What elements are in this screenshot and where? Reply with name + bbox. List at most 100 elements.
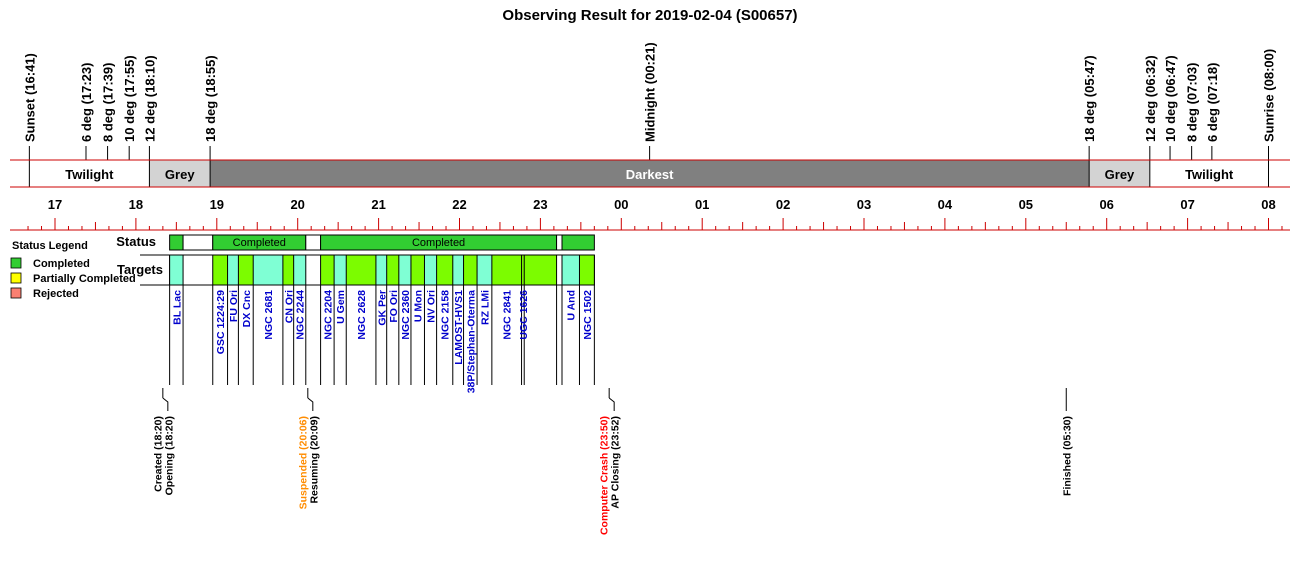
event-label: Finished (05:30) <box>1061 416 1073 496</box>
target-bar <box>334 255 347 285</box>
target-bar <box>463 255 478 285</box>
legend-swatch <box>10 272 22 284</box>
target-bar <box>169 255 184 285</box>
sky-band <box>210 160 1090 187</box>
target-name: GK Per <box>376 290 388 326</box>
target-name: FU Ori <box>228 290 240 322</box>
legend-title: Status Legend <box>12 240 88 252</box>
legend-item-label: Completed <box>33 258 90 270</box>
sky-event-label: Midnight (00:21) <box>643 42 658 142</box>
event-marker <box>307 397 314 411</box>
sky-event-label: Sunrise (08:00) <box>1262 49 1277 142</box>
target-bar <box>293 255 306 285</box>
target-name: NGC 1502 <box>582 290 594 340</box>
status-segment-label: Completed <box>412 237 465 249</box>
time-axis: 17 18 19 20 21 22 23 00 01 02 03 04 05 06 07 08 <box>10 197 1290 231</box>
target-bar <box>521 255 525 285</box>
status-and-target-rows: Status Targets Completed Completed BL Lac GSC… <box>116 234 595 393</box>
status-segment <box>305 234 322 251</box>
sky-band-label: Grey <box>165 167 195 182</box>
target-bar <box>346 255 376 285</box>
sky-condition-bands: Twilight Grey Darkest Grey Twilight <box>10 159 1290 188</box>
time-tick-label: 00 <box>614 197 628 212</box>
status-row-label: Status <box>116 234 156 249</box>
target-name: 38P/Stephan-Oterma <box>465 290 477 393</box>
target-name: UGC 1626 <box>518 290 530 340</box>
target-bar <box>491 255 522 285</box>
status-segment <box>169 234 184 251</box>
target-name: U Gem <box>335 290 347 324</box>
status-legend: Status Legend Completed Partially Complete… <box>10 240 136 300</box>
sky-band <box>1149 160 1269 187</box>
target-bar <box>386 255 399 285</box>
time-tick-label: 17 <box>48 197 62 212</box>
legend-swatch <box>10 287 22 299</box>
target-bar <box>282 255 294 285</box>
time-tick-label: 19 <box>210 197 224 212</box>
event-label: Resuming (20:09) <box>308 416 320 504</box>
event-label: Created (18:20) <box>152 416 164 492</box>
target-name: LAMOST-HVS1 <box>453 290 465 365</box>
status-segment-label: Completed <box>233 237 286 249</box>
target-bar <box>477 255 492 285</box>
sky-event-label: 8 deg (17:39) <box>101 63 116 142</box>
time-tick-label: 02 <box>776 197 790 212</box>
target-name: NGC 2628 <box>356 290 368 340</box>
sky-event-label: 8 deg (07:03) <box>1185 63 1200 142</box>
target-name: RZ LMi <box>479 290 491 325</box>
sky-band <box>1089 160 1150 187</box>
sky-event-label: 10 deg (17:55) <box>122 55 137 142</box>
sky-event-label: 10 deg (06:47) <box>1163 55 1178 142</box>
chart-title: Observing Result for 2019-02-04 (S00657) <box>502 7 797 24</box>
target-name: NGC 2360 <box>400 290 412 340</box>
event-label: Computer Crash (23:50) <box>599 416 611 535</box>
event-marker <box>608 397 615 411</box>
legend-item-label: Partially Completed <box>33 273 136 285</box>
sky-event-label: 6 deg (07:18) <box>1205 63 1220 142</box>
event-label: AP Closing (23:52) <box>610 416 622 509</box>
target-bar <box>562 255 580 285</box>
event-label: Opening (18:20) <box>163 416 175 495</box>
sky-band-label: Twilight <box>1185 167 1234 182</box>
target-bar <box>436 255 453 285</box>
target-name: U And <box>566 290 578 321</box>
sky-event-label: 18 deg (05:47) <box>1082 55 1097 142</box>
target-name: BL Lac <box>171 290 183 325</box>
target-bar <box>253 255 283 285</box>
status-segment <box>556 234 563 251</box>
sky-event-label: 12 deg (18:10) <box>142 55 157 142</box>
target-name: NGC 2681 <box>263 290 275 340</box>
event-marker <box>162 397 169 411</box>
target-name: CN Ori <box>283 290 295 323</box>
targets-row-label: Targets <box>117 262 163 277</box>
session-events: Created (18:20) Opening (18:20) Suspended … <box>152 388 1073 535</box>
time-tick-label: 03 <box>857 197 871 212</box>
target-name: NGC 2158 <box>440 290 452 340</box>
target-bar <box>398 255 411 285</box>
time-tick-label: 08 <box>1261 197 1275 212</box>
target-name: GSC 1224:29 <box>215 290 227 354</box>
target-bar <box>452 255 464 285</box>
status-segment <box>182 234 214 251</box>
sky-event-label: 6 deg (17:23) <box>79 63 94 142</box>
target-bar <box>375 255 387 285</box>
target-bar <box>579 255 595 285</box>
target-name: U Mon <box>413 290 425 322</box>
time-tick-label: 18 <box>129 197 143 212</box>
target-bar <box>238 255 254 285</box>
legend-item-label: Rejected <box>33 288 79 300</box>
time-tick-label: 22 <box>452 197 466 212</box>
target-bar <box>410 255 425 285</box>
target-name: NV Ori <box>426 290 438 323</box>
target-name: DX Cnc <box>241 290 253 328</box>
time-tick-label: 01 <box>695 197 709 212</box>
time-tick-label: 07 <box>1180 197 1194 212</box>
sky-band <box>149 160 211 187</box>
sky-event-label: 12 deg (06:32) <box>1143 55 1158 142</box>
time-tick-label: 21 <box>371 197 385 212</box>
target-bar <box>320 255 335 285</box>
sky-event-label: 18 deg (18:55) <box>203 55 218 142</box>
status-segment <box>561 234 595 251</box>
target-bar <box>424 255 437 285</box>
target-bar <box>524 255 557 285</box>
